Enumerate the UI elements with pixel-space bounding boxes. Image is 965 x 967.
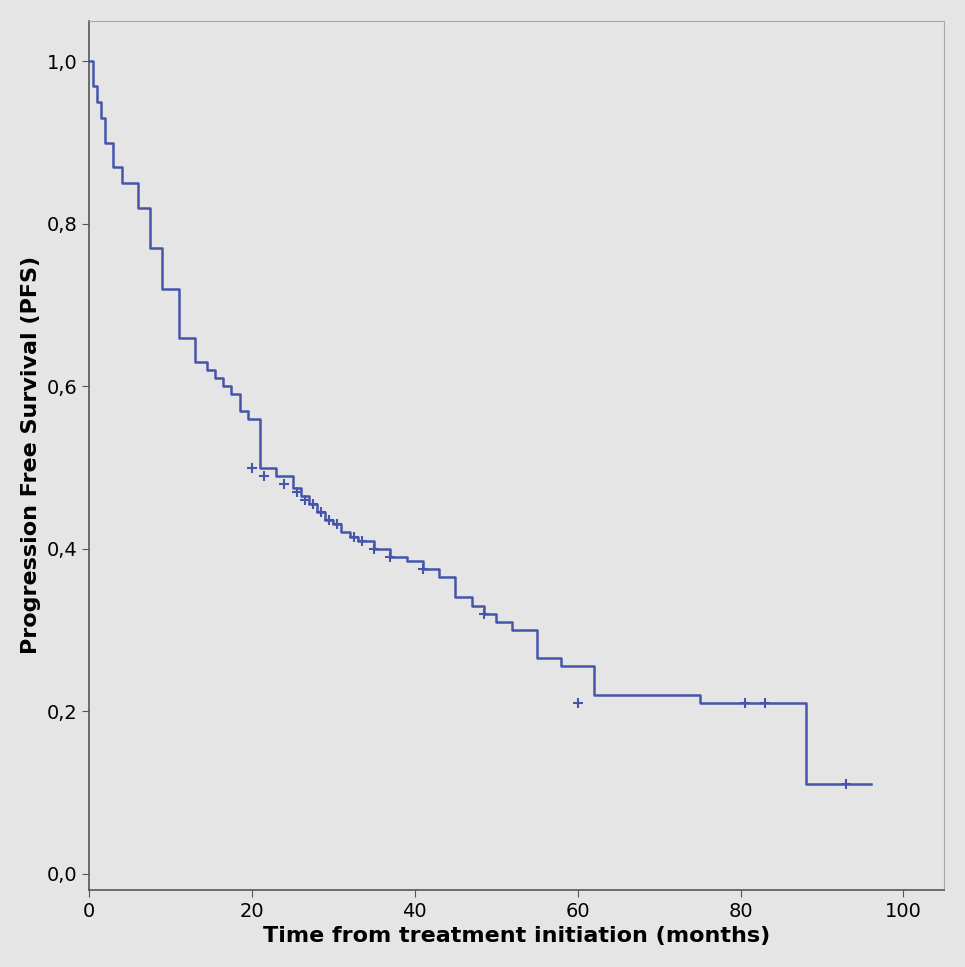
X-axis label: Time from treatment initiation (months): Time from treatment initiation (months): [262, 926, 770, 946]
Y-axis label: Progression Free Survival (PFS): Progression Free Survival (PFS): [21, 256, 41, 655]
